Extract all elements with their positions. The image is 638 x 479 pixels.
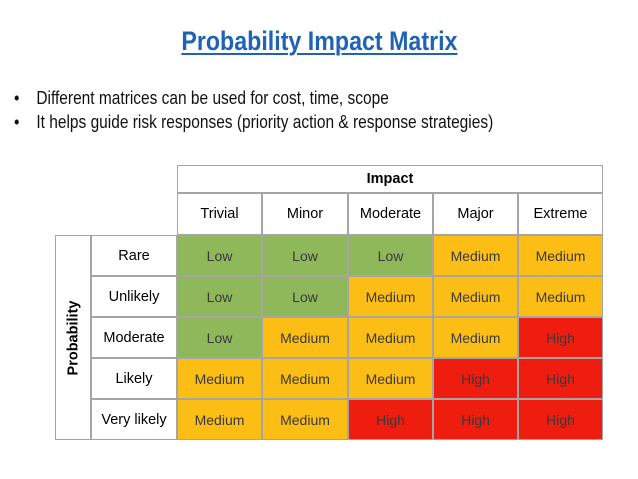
probability-row-label-moderate: Moderate — [91, 317, 177, 358]
impact-header-minor: Minor — [262, 193, 348, 235]
matrix-cell: High — [348, 399, 433, 440]
matrix-cell: Medium — [348, 317, 433, 358]
matrix-cell: Medium — [518, 276, 603, 317]
bullet-item: Different matrices can be used for cost,… — [14, 86, 493, 110]
impact-header-extreme: Extreme — [518, 193, 603, 235]
matrix-cell: Low — [348, 235, 433, 276]
matrix-cell: Low — [177, 235, 262, 276]
matrix-cell: Medium — [348, 358, 433, 399]
matrix-cell: Medium — [177, 399, 262, 440]
probability-row-label-unlikely: Unlikely — [91, 276, 177, 317]
matrix-cell: Medium — [348, 276, 433, 317]
probability-row-label-rare: Rare — [91, 235, 177, 276]
bullet-list: Different matrices can be used for cost,… — [14, 86, 493, 134]
probability-row-label-likely: Likely — [91, 358, 177, 399]
matrix-cell: Medium — [262, 358, 348, 399]
impact-axis-label: Impact — [177, 165, 603, 193]
probability-axis-text: Probability — [65, 300, 81, 375]
slide-title-text: Probability Impact Matrix — [181, 26, 458, 56]
matrix-cell: High — [433, 358, 518, 399]
slide-title: Probability Impact Matrix — [45, 26, 594, 57]
matrix-cell: High — [518, 399, 603, 440]
matrix-cell: Low — [262, 235, 348, 276]
matrix-cell: Medium — [177, 358, 262, 399]
matrix-cell: High — [518, 317, 603, 358]
matrix-cell: Medium — [433, 276, 518, 317]
matrix-cell: Medium — [433, 235, 518, 276]
probability-axis-label: Probability — [55, 235, 91, 440]
matrix-cell: Low — [262, 276, 348, 317]
matrix-cell: High — [433, 399, 518, 440]
matrix-cell: Medium — [518, 235, 603, 276]
probability-row-label-very-likely: Very likely — [91, 399, 177, 440]
matrix-cell: Low — [177, 276, 262, 317]
matrix-cell: Medium — [433, 317, 518, 358]
bullet-item: It helps guide risk responses (priority … — [14, 110, 493, 134]
matrix-cell: Medium — [262, 317, 348, 358]
impact-header-moderate: Moderate — [348, 193, 433, 235]
impact-header-trivial: Trivial — [177, 193, 262, 235]
matrix-cell: High — [518, 358, 603, 399]
impact-header-major: Major — [433, 193, 518, 235]
matrix-cell: Medium — [262, 399, 348, 440]
matrix-cell: Low — [177, 317, 262, 358]
